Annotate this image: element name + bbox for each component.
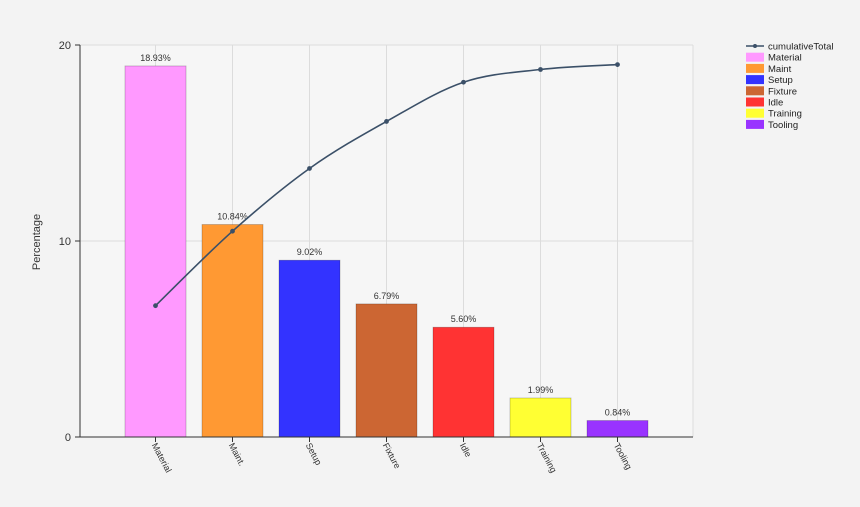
data-label: 0.84%: [605, 408, 631, 418]
data-label: 1.99%: [528, 385, 554, 395]
bars: [124, 65, 649, 438]
cumulative-total-point: [615, 62, 620, 67]
legend-swatch: [746, 63, 764, 73]
x-tick-label: Training: [535, 441, 559, 474]
y-tick-label: 0: [65, 432, 71, 444]
legend-item-setup: Setup: [768, 75, 793, 86]
legend-swatch: [746, 75, 764, 85]
cumulative-total-point: [307, 166, 312, 171]
legend-line-marker: [753, 44, 757, 48]
axes: [75, 44, 693, 442]
cumulative-total-point: [538, 67, 543, 72]
data-label: 6.79%: [374, 291, 400, 301]
data-label: 9.02%: [297, 247, 323, 257]
legend-item-tooling: Tooling: [768, 120, 798, 131]
legend-swatch: [746, 119, 764, 129]
x-tick-label: Setup: [304, 441, 324, 466]
x-tick-label: Maint.: [227, 441, 247, 467]
data-label: 5.60%: [451, 314, 477, 324]
cumulative-total-point: [384, 119, 389, 124]
x-tick-label: Idle: [458, 441, 474, 459]
legend-item-maint: Maint: [768, 64, 792, 75]
x-tick-label: Fixture: [381, 441, 403, 470]
legend-item-training: Training: [768, 109, 802, 120]
bar-training: [509, 397, 572, 438]
data-label: 18.93%: [140, 53, 171, 63]
data-labels: 18.93% 10.84% 9.02% 6.79% 5.60% 1.99% 0.84%: [140, 53, 630, 418]
data-label: 10.84%: [217, 212, 248, 222]
bar-material: [124, 65, 187, 438]
cumulative-total-point: [153, 303, 158, 309]
y-tick-label: 20: [59, 40, 71, 52]
legend-item-fixture: Fixture: [768, 86, 797, 97]
bar-fixture: [355, 303, 418, 438]
x-tick-label: Tooling: [612, 441, 634, 471]
cumulative-line: [153, 62, 620, 309]
cumulative-total-point: [230, 228, 235, 234]
legend: cumulativeTotalMaterialMaintSetupFixture…: [746, 42, 833, 131]
x-tick-label: Material: [150, 441, 174, 474]
cumulative-total-point: [461, 79, 466, 85]
y-axis-label: Percentage: [31, 214, 43, 270]
legend-item-cumulativetotal: cumulativeTotal: [768, 42, 833, 53]
bar-tooling: [586, 420, 649, 438]
legend-swatch: [746, 86, 764, 96]
y-tick-labels: 0 10 20: [59, 40, 71, 444]
legend-swatch: [746, 52, 764, 62]
legend-item-idle: Idle: [768, 98, 783, 109]
y-tick-label: 10: [59, 236, 71, 248]
bar-setup: [278, 259, 341, 438]
bar-maint: [201, 224, 264, 438]
legend-swatch: [746, 97, 764, 107]
bar-idle: [432, 326, 495, 438]
legend-swatch: [746, 108, 764, 118]
legend-item-material: Material: [768, 53, 802, 64]
x-category-labels: Material Maint. Setup Fixture Idle Training To…: [150, 441, 634, 474]
